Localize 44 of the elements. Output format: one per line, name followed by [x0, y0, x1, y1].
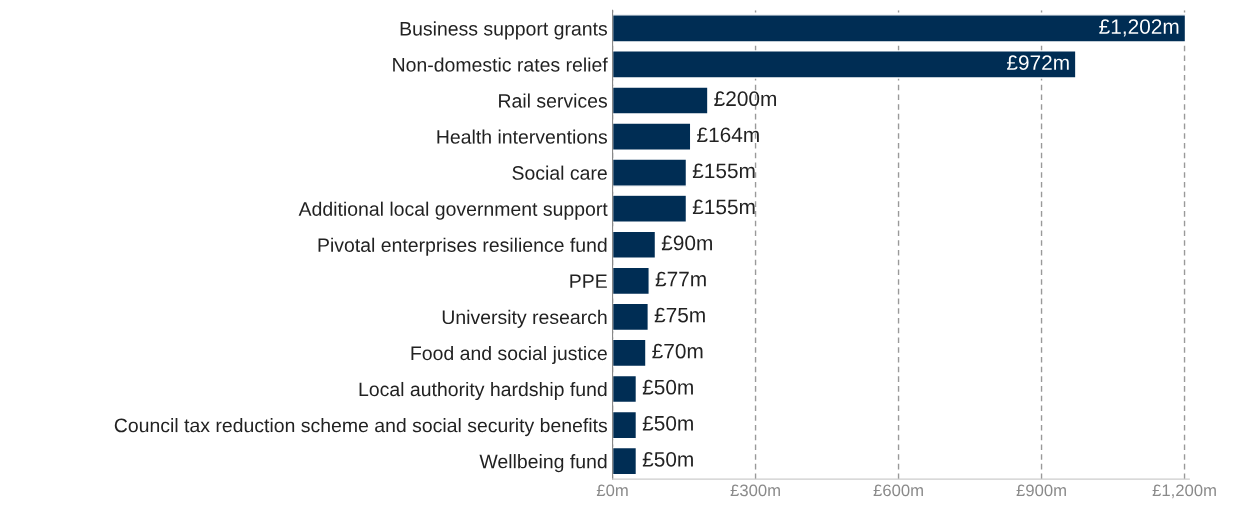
- bar: [612, 374, 638, 404]
- bar: [612, 122, 692, 151]
- y-tick-label: Council tax reduction scheme and social security benefits: [114, 418, 608, 437]
- y-tick-label: University research: [442, 309, 607, 328]
- x-tick-label: £600m: [873, 484, 923, 497]
- bar: [612, 230, 657, 259]
- data-label: £90m: [661, 235, 712, 251]
- data-label: £1,202m: [1099, 19, 1179, 37]
- bar: [612, 194, 688, 223]
- data-label: £70m: [652, 343, 703, 359]
- data-label: £200m: [714, 91, 776, 107]
- data-label: £155m: [692, 163, 755, 179]
- x-tick-label: £0m: [596, 484, 628, 497]
- x-tick-label: £1,200m: [1152, 484, 1216, 499]
- y-tick-label: Food and social justice: [411, 345, 607, 365]
- data-label: £77m: [655, 271, 706, 287]
- bar: [612, 302, 650, 332]
- y-tick-label: Rail services: [499, 93, 607, 108]
- bar: [612, 86, 709, 115]
- y-tick-label: PPE: [570, 274, 607, 288]
- y-tick-label: Health interventions: [437, 129, 608, 144]
- y-tick-label: Wellbeing fund: [479, 454, 607, 473]
- bar: [612, 446, 638, 476]
- y-tick-label: Local authority hardship fund: [359, 381, 607, 401]
- data-label: £50m: [642, 415, 693, 431]
- data-label: £164m: [697, 127, 759, 143]
- y-tick-label: Social care: [512, 165, 607, 180]
- bar: [612, 410, 638, 440]
- data-label: £75m: [654, 307, 705, 323]
- y-tick-label: Additional local government support: [298, 201, 608, 220]
- x-tick-label: £900m: [1016, 484, 1066, 497]
- data-label: £155m: [692, 199, 755, 215]
- bar: [612, 50, 1077, 79]
- bar: [612, 14, 1187, 43]
- bar: [612, 266, 650, 296]
- bar: [612, 158, 688, 187]
- y-tick-label: Non-domestic rates relief: [393, 57, 608, 72]
- x-tick-label: £300m: [730, 484, 780, 497]
- data-label: £50m: [642, 451, 693, 467]
- data-label: £972m: [1006, 55, 1069, 71]
- data-label: £50m: [642, 379, 693, 395]
- y-tick-label: Pivotal enterprises resilience fund: [318, 237, 607, 256]
- bar: [612, 338, 647, 368]
- y-tick-label: Business support grants: [400, 21, 608, 40]
